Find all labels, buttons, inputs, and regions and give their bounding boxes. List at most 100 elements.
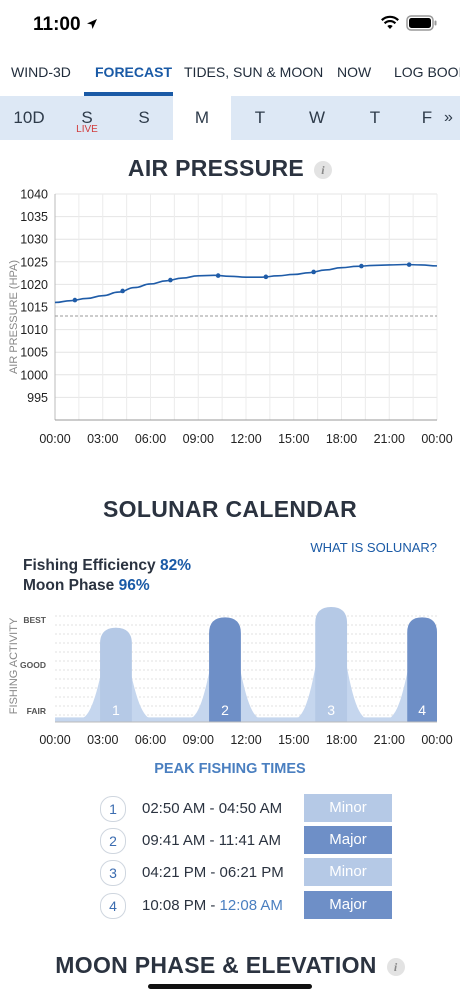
x-tick-label: 12:00 [230, 733, 261, 747]
fishing-efficiency-label: Fishing Efficiency [23, 557, 156, 574]
y-tick-label: 1040 [20, 188, 48, 202]
peak-label: 2 [221, 702, 229, 718]
pressure-point [168, 277, 173, 283]
tab-tides-sun-moon[interactable]: TIDES, SUN & MOON [184, 64, 324, 80]
y-tick-label: 995 [27, 391, 48, 405]
air-pressure-chart: 1040 1035 1030 1025 1020 1015 1010 1005 1000 995 0… [8, 188, 453, 447]
pressure-point [120, 288, 125, 294]
pressure-point [406, 262, 412, 267]
y-axis-label: FISHING ACTIVITY [8, 617, 20, 714]
peak-bar [100, 627, 132, 722]
moon-phase-section-title: MOON PHASE & ELEVATION i [0, 952, 460, 979]
tab-now[interactable]: NOW [337, 64, 372, 80]
peak-number: 2 [100, 828, 126, 854]
x-tick-label: 12:00 [230, 432, 261, 446]
tab-log-book[interactable]: LOG BOOK [394, 64, 460, 80]
moon-phase-value: 96% [118, 577, 150, 594]
peak-row: 3 04:21 PM - 06:21 PM Minor [100, 858, 400, 886]
top-tabs: WIND-3D FORECAST TIDES, SUN & MOON NOW L… [0, 50, 460, 97]
level-label: FAIR [27, 706, 46, 716]
x-tick-label: 09:00 [183, 733, 214, 747]
fishing-efficiency: Fishing Efficiency 82% [23, 557, 191, 575]
x-tick-label: 06:00 [135, 733, 166, 747]
moon-phase-metric: Moon Phase 96% [23, 577, 150, 595]
x-tick-label: 00:00 [421, 733, 452, 747]
peak-time-range: 09:41 AM - 11:41 AM [142, 832, 281, 849]
moon-phase-label: Moon Phase [23, 577, 115, 594]
day-tue[interactable]: T [254, 108, 266, 127]
level-label: BEST [23, 615, 46, 625]
peak-label: 1 [112, 702, 120, 718]
info-icon[interactable]: i [386, 957, 405, 976]
x-tick-label: 06:00 [135, 432, 166, 446]
location-arrow-icon [86, 17, 98, 35]
peak-type-badge: Major [304, 826, 392, 854]
x-tick-label: 21:00 [374, 733, 405, 747]
y-tick-label: 1005 [20, 346, 48, 360]
peak-bar [407, 617, 437, 722]
y-tick-label: 1035 [20, 210, 48, 224]
moon-phase-elevation-title: MOON PHASE & ELEVATION [55, 952, 377, 978]
wifi-icon [380, 15, 400, 35]
peak-number: 3 [100, 860, 126, 886]
y-tick-label: 1025 [20, 255, 48, 269]
day-sun[interactable]: S [138, 108, 150, 127]
air-pressure-title: AIR PRESSURE [127, 155, 305, 181]
solunar-section-title: SOLUNAR CALENDAR [103, 496, 357, 522]
peak-row: 1 02:50 AM - 04:50 AM Minor [100, 794, 400, 822]
x-tick-label: 00:00 [39, 432, 70, 446]
home-indicator [148, 984, 312, 989]
peak-time-range: 04:21 PM - 06:21 PM [142, 864, 284, 881]
live-badge: LIVE [76, 124, 98, 135]
peak-type-badge: Minor [304, 858, 392, 886]
y-axis-label: AIR PRESSURE (HPA) [8, 260, 20, 374]
level-label: GOOD [20, 660, 46, 670]
battery-icon [406, 15, 438, 36]
solunar-chart: BEST GOOD FAIR FISHING ACTIVITY 1 2 3 4 00:00 03:… [8, 607, 453, 747]
peak-type-badge: Minor [304, 794, 392, 822]
fishing-efficiency-value: 82% [159, 557, 191, 574]
peak-time-range: 10:08 PM - 12:08 AM [142, 897, 283, 914]
peak-type-badge: Major [304, 891, 392, 919]
tab-wind-3d[interactable]: WIND-3D [11, 64, 71, 80]
y-tick-label: 1015 [20, 301, 48, 315]
tab-forecast[interactable]: FORECAST [95, 64, 172, 80]
more-days-icon[interactable]: » [444, 109, 453, 126]
day-10d[interactable]: 10D [13, 108, 45, 127]
peak-bar [209, 617, 241, 722]
y-tick-label: 1000 [20, 368, 48, 382]
pressure-point [215, 273, 221, 278]
peak-number: 1 [100, 796, 126, 822]
y-tick-label: 1030 [20, 233, 48, 247]
pressure-point [359, 263, 364, 269]
y-tick-label: 1010 [20, 323, 48, 337]
day-thu[interactable]: T [369, 108, 381, 127]
day-selector: 10D S LIVE S M T W T F » [0, 96, 460, 140]
peak-bar [315, 607, 348, 722]
status-time: 11:00 [33, 14, 81, 35]
pressure-point [311, 269, 316, 275]
peak-row: 2 09:41 AM - 11:41 AM Major [100, 826, 400, 854]
x-tick-label: 18:00 [326, 432, 357, 446]
status-bar: 11:00 [0, 0, 460, 50]
x-tick-label: 21:00 [374, 432, 405, 446]
x-tick-label: 03:00 [87, 733, 118, 747]
x-tick-label: 15:00 [278, 432, 309, 446]
peak-number: 4 [100, 893, 126, 919]
pressure-line [54, 263, 438, 304]
x-tick-label: 15:00 [278, 733, 309, 747]
day-fri[interactable]: F [421, 108, 433, 127]
pressure-point [263, 274, 269, 280]
x-tick-label: 00:00 [421, 432, 452, 446]
day-sat[interactable]: S [81, 108, 93, 127]
active-tab-indicator [84, 92, 173, 96]
day-mon-selected[interactable]: M [173, 96, 231, 140]
peak-row: 4 10:08 PM - 12:08 AM Major [100, 891, 400, 919]
peak-time-range: 02:50 AM - 04:50 AM [142, 800, 283, 817]
peak-label: 4 [418, 702, 426, 718]
x-tick-label: 18:00 [326, 733, 357, 747]
what-is-solunar-link[interactable]: WHAT IS SOLUNAR? [310, 540, 437, 555]
day-wed[interactable]: W [308, 108, 326, 127]
info-icon[interactable]: i [314, 160, 333, 179]
peak-fishing-times-title: PEAK FISHING TIMES [154, 761, 306, 777]
